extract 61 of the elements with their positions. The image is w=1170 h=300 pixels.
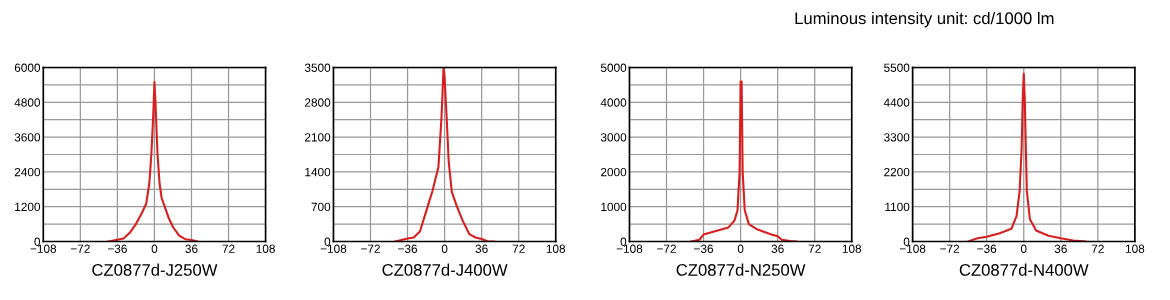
y-tick-label: 5000 <box>600 63 627 72</box>
x-tick-label: −72 <box>657 244 676 253</box>
line-series <box>394 67 496 242</box>
y-tick-label: 6000 <box>14 63 41 72</box>
x-tick-label: −36 <box>398 244 418 253</box>
y-tick-label: 1400 <box>305 167 331 177</box>
y-tick-label: 4800 <box>14 98 41 107</box>
y-tick-label: 3000 <box>600 133 627 142</box>
y-tick-label: 0 <box>324 237 331 246</box>
y-tick-label: 2400 <box>14 167 41 177</box>
text: Luminous intensity unit: cd/1000 lm <box>795 11 1054 28</box>
x-axis-title: CZ0877d-J400W <box>382 263 508 276</box>
x-tick-label: 36 <box>1054 244 1067 253</box>
x-tick-label: 72 <box>808 244 821 253</box>
y-tick-label: 4400 <box>883 98 910 107</box>
x-tick-label: −72 <box>70 244 90 253</box>
x-tick-label: 36 <box>185 244 198 253</box>
y-tick-label: 2000 <box>601 167 627 177</box>
x-tick-label: −108 <box>899 244 926 253</box>
y-tick-label: 3500 <box>304 63 331 72</box>
y-tick-label: 2800 <box>305 98 331 107</box>
y-tick-label: 1000 <box>601 202 627 212</box>
y-tick-label: 4000 <box>600 98 627 107</box>
x-tick-label: −108 <box>616 244 643 253</box>
y-tick-label: 0 <box>34 237 41 246</box>
x-tick-label: −108 <box>30 244 57 253</box>
x-tick-label: −36 <box>107 244 127 253</box>
x-tick-label: −72 <box>361 244 380 253</box>
x-tick-label: −72 <box>940 244 960 253</box>
x-tick-label: 72 <box>1091 244 1104 253</box>
x-tick-label: 72 <box>512 244 525 253</box>
x-tick-label: 108 <box>546 244 566 253</box>
x-tick-label: 0 <box>441 244 448 253</box>
line-series <box>690 80 798 242</box>
y-tick-label: 3300 <box>884 133 910 142</box>
x-tick-label: 0 <box>1020 244 1027 253</box>
y-tick-label: 3600 <box>14 133 41 142</box>
y-tick-label: 2200 <box>884 167 910 177</box>
x-tick-label: −36 <box>694 244 714 253</box>
y-tick-label: 0 <box>620 237 627 246</box>
y-tick-label: 700 <box>311 202 331 212</box>
line-series <box>107 80 199 242</box>
x-tick-label: 0 <box>151 244 158 253</box>
x-axis-title: CZ0877d-J250W <box>92 263 218 276</box>
x-tick-label: 108 <box>842 244 862 253</box>
y-tick-label: 0 <box>903 237 910 246</box>
line-series <box>967 72 1087 242</box>
x-tick-label: −36 <box>977 244 997 253</box>
x-tick-label: 36 <box>771 244 784 253</box>
y-tick-label: 5500 <box>884 63 910 72</box>
x-tick-label: −108 <box>320 244 347 253</box>
x-axis-title: CZ0877d-N400W <box>959 263 1089 276</box>
x-tick-label: 0 <box>737 244 744 253</box>
x-tick-label: 108 <box>1125 244 1145 253</box>
x-tick-label: 108 <box>256 244 275 253</box>
y-tick-label: 1200 <box>15 202 41 212</box>
x-axis-title: CZ0877d-N250W <box>676 263 806 276</box>
x-tick-label: 36 <box>475 244 488 253</box>
y-tick-label: 1100 <box>885 202 910 212</box>
x-tick-label: 72 <box>222 244 235 253</box>
y-tick-label: 2100 <box>305 133 331 142</box>
